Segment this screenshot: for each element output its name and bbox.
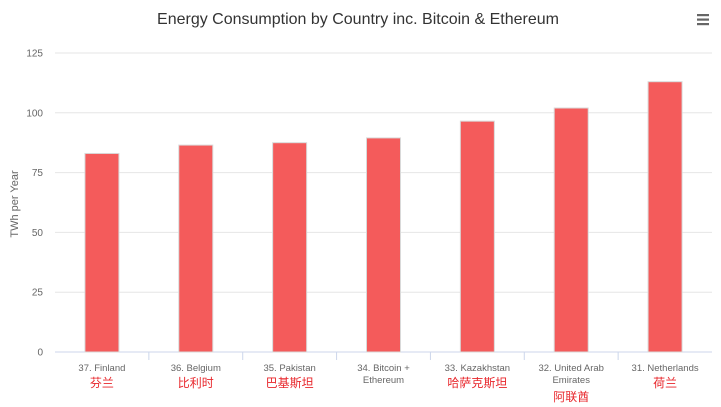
bar[interactable] [366, 137, 401, 353]
chart-title: Energy Consumption by Country inc. Bitco… [157, 11, 559, 28]
x-axis-labels: 37. Finland 36. Belgium 35. Pakistan 34. Bi… [78, 352, 699, 386]
chinese-label: 比利时 [178, 376, 214, 390]
x-tick-label: Emirates [552, 375, 590, 386]
y-axis-title: TWh per Year [9, 170, 21, 238]
y-tick-label: 25 [32, 288, 44, 299]
x-tick-label: 31. Netherlands [632, 363, 699, 374]
hamburger-menu-icon[interactable] [697, 14, 709, 26]
bar[interactable] [272, 142, 308, 353]
y-tick-label: 125 [26, 49, 43, 60]
bar-series [84, 81, 683, 353]
bar[interactable] [178, 144, 214, 353]
x-tick-label: Ethereum [363, 375, 404, 386]
x-tick-label: 34. Bitcoin + [357, 363, 410, 374]
bar[interactable] [647, 81, 683, 353]
y-tick-label: 50 [32, 228, 44, 239]
x-tick-label: 35. Pakistan [263, 363, 315, 374]
chinese-label: 巴基斯坦 [266, 376, 314, 390]
bar[interactable] [553, 107, 589, 353]
bar[interactable] [459, 120, 495, 353]
chinese-label: 阿联酋 [553, 389, 589, 404]
y-tick-label: 0 [37, 348, 43, 359]
x-tick-label: 37. Finland [78, 363, 125, 374]
x-tick-label: 33. Kazakhstan [445, 363, 511, 374]
bar[interactable] [84, 152, 120, 353]
x-tick-label: 36. Belgium [171, 363, 221, 374]
chinese-label: 哈萨克斯坦 [447, 376, 507, 390]
y-tick-label: 100 [26, 108, 43, 119]
chinese-label: 芬兰 [90, 376, 114, 390]
y-tick-label: 75 [32, 168, 44, 179]
y-axis-ticks: 0 25 50 75 100 125 [26, 49, 43, 359]
x-tick-label: 32. United Arab [538, 363, 604, 374]
chinese-label: 荷兰 [653, 376, 677, 390]
